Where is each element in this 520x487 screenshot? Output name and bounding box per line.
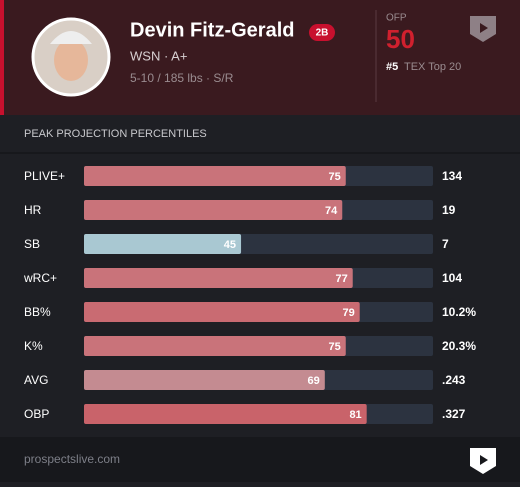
- rank: #5: [386, 61, 398, 73]
- header-stripe: [0, 0, 4, 115]
- ofp-value: 50: [386, 24, 415, 54]
- position-badge: [309, 24, 335, 41]
- footer: prospectslive.com: [24, 452, 120, 466]
- footer-logo-play: [480, 455, 488, 465]
- bar-value-label: 74: [325, 205, 338, 217]
- stat-value: 134: [442, 169, 462, 183]
- bar-value-label: 77: [335, 273, 347, 285]
- player-name: Devin Fitz-Gerald: [130, 19, 294, 41]
- bar-value-label: 81: [349, 409, 361, 421]
- bar: [84, 200, 343, 220]
- category-label: PLIVE+: [24, 169, 65, 183]
- team-level: WSN · A+: [130, 48, 187, 63]
- category-label: OBP: [24, 407, 49, 421]
- footer-bg: [0, 437, 520, 482]
- ofp-label: OFP: [386, 13, 407, 24]
- category-label: HR: [24, 203, 42, 217]
- category-label: BB%: [24, 305, 51, 319]
- stat-value: 7: [442, 237, 449, 251]
- section-title: PEAK PROJECTION PERCENTILES: [24, 128, 207, 140]
- category-label: wRC+: [23, 271, 57, 285]
- category-label: SB: [24, 237, 40, 251]
- stat-value: 20.3%: [442, 339, 476, 353]
- stat-value: .243: [442, 373, 466, 387]
- logo-play: [480, 23, 488, 33]
- bio: 5-10 / 185 lbs · S/R: [130, 71, 234, 85]
- stat-value: 19: [442, 203, 456, 217]
- photo-face: [54, 39, 88, 81]
- bar: [84, 370, 325, 390]
- photo-cap: [50, 31, 92, 44]
- bar-value-label: 75: [329, 341, 341, 353]
- bar-value-label: 79: [342, 307, 354, 319]
- position: 2B: [316, 28, 329, 39]
- bar: [84, 268, 353, 288]
- bar: [84, 166, 346, 186]
- category-label: AVG: [24, 373, 48, 387]
- category-label: K%: [24, 339, 43, 353]
- bar: [84, 302, 360, 322]
- stat-value: .327: [442, 407, 466, 421]
- stat-value: 10.2%: [442, 305, 476, 319]
- stat-value: 104: [442, 271, 462, 285]
- bar-value-label: 69: [308, 375, 320, 387]
- bar: [84, 336, 346, 356]
- bar: [84, 404, 367, 424]
- bar-value-label: 75: [329, 171, 341, 183]
- bar: [84, 234, 242, 254]
- bar-value-label: 45: [224, 239, 236, 251]
- rank-label: TEX Top 20: [404, 61, 461, 73]
